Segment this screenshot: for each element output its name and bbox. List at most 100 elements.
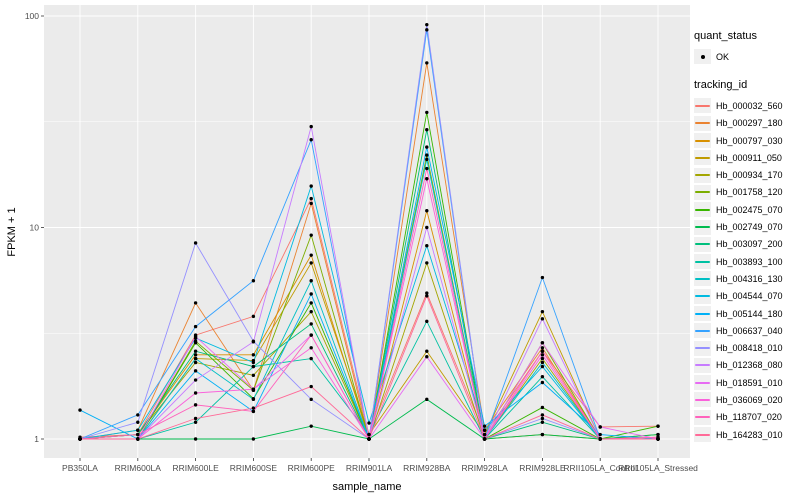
line-swatch-icon — [694, 133, 711, 149]
data-point — [251, 279, 256, 283]
line-swatch-icon — [694, 184, 711, 200]
legend-item-label: Hb_002475_070 — [716, 204, 783, 215]
data-point — [193, 334, 198, 339]
data-point — [251, 406, 256, 410]
data-point — [425, 110, 429, 115]
data-point — [425, 319, 429, 324]
legend-item-Hb_001758_120: Hb_001758_120 — [694, 184, 800, 201]
data-point — [193, 369, 198, 373]
legend-item-label: Hb_000032_560 — [716, 100, 783, 111]
data-point — [251, 364, 256, 369]
data-point — [425, 166, 429, 171]
data-point — [425, 225, 429, 230]
legend-item-Hb_012368_080: Hb_012368_080 — [694, 357, 800, 374]
data-point — [251, 340, 256, 344]
data-point — [193, 324, 198, 329]
data-point — [309, 322, 313, 326]
data-point — [425, 157, 429, 162]
data-point — [309, 184, 313, 188]
data-point — [425, 294, 429, 298]
line-swatch-icon — [694, 306, 711, 321]
data-point — [136, 428, 140, 432]
line-swatch-icon — [694, 288, 711, 304]
legend-item-label: Hb_036069_020 — [716, 394, 783, 405]
line-swatch-icon — [694, 202, 711, 218]
data-point — [540, 341, 545, 345]
data-point — [598, 425, 602, 429]
legend-item-Hb_000934_170: Hb_000934_170 — [694, 166, 800, 183]
x-tick-label: RRIM600LE — [172, 463, 219, 473]
data-point — [193, 241, 198, 245]
x-tick-label: RRIM600PE — [288, 463, 336, 473]
data-point — [309, 138, 313, 142]
data-point — [251, 353, 256, 357]
data-point — [309, 124, 313, 129]
data-point — [193, 341, 198, 345]
data-point — [367, 437, 371, 441]
line-swatch-icon — [694, 392, 711, 408]
data-point — [540, 432, 545, 437]
legend-item-label: Hb_118707_020 — [716, 412, 782, 423]
data-point — [309, 196, 313, 201]
data-point — [598, 432, 602, 437]
data-point — [656, 432, 660, 437]
data-point — [136, 420, 140, 424]
data-point — [136, 413, 140, 417]
data-point — [540, 309, 545, 314]
data-point — [193, 420, 198, 424]
legend: quant_status OK tracking_id Hb_000032_56… — [694, 30, 800, 457]
legend-item-label: Hb_012368_080 — [716, 360, 783, 371]
legend-item-Hb_003893_100: Hb_003893_100 — [694, 253, 800, 270]
data-point — [309, 261, 313, 265]
data-point — [136, 437, 140, 441]
legend-item-Hb_000797_030: Hb_000797_030 — [694, 132, 800, 149]
data-point — [309, 397, 313, 402]
legend-item-Hb_000032_560: Hb_000032_560 — [694, 97, 800, 114]
panel-background — [44, 5, 690, 458]
data-point — [309, 356, 313, 361]
legend-item-Hb_002475_070: Hb_002475_070 — [694, 201, 800, 218]
legend-item-Hb_002749_070: Hb_002749_070 — [694, 218, 800, 235]
y-axis-title: FPKM + 1 — [6, 207, 18, 256]
data-point — [251, 314, 256, 319]
data-point — [540, 356, 545, 361]
line-swatch-icon — [694, 236, 711, 252]
legend-tracking-items: Hb_000032_560 Hb_000297_180 Hb_000797_030 H… — [694, 97, 800, 443]
data-point — [251, 360, 256, 365]
data-point — [193, 356, 198, 361]
line-swatch-icon — [694, 323, 711, 339]
data-point — [540, 405, 545, 410]
data-point — [425, 244, 429, 248]
x-tick-label: RRIM600LA — [115, 463, 162, 473]
data-point — [540, 364, 545, 369]
data-point — [482, 424, 487, 428]
data-point — [540, 317, 545, 321]
data-point — [193, 391, 198, 395]
data-point — [598, 437, 602, 441]
legend-item-label: Hb_006637_040 — [716, 325, 783, 336]
x-tick-label: PB350LA — [62, 463, 98, 473]
line-swatch-icon — [694, 219, 711, 235]
legend-item-Hb_000911_050: Hb_000911_050 — [694, 149, 800, 166]
legend-item-Hb_005144_180: Hb_005144_180 — [694, 305, 800, 322]
data-point — [425, 349, 429, 353]
legend-item-Hb_036069_020: Hb_036069_020 — [694, 391, 800, 408]
data-point — [78, 408, 82, 412]
data-point — [425, 261, 429, 265]
y-tick-label: 10 — [30, 223, 40, 233]
x-tick-label: RRIM928LE — [519, 463, 566, 473]
legend-item-label: Hb_004544_070 — [716, 291, 783, 302]
data-point — [425, 28, 429, 32]
legend-item-Hb_000297_180: Hb_000297_180 — [694, 115, 800, 132]
data-point — [425, 291, 429, 295]
legend-item-Hb_003097_200: Hb_003097_200 — [694, 236, 800, 253]
data-point — [425, 145, 429, 149]
data-point — [425, 354, 429, 359]
data-point — [656, 424, 660, 428]
legend-item-Hb_118707_020: Hb_118707_020 — [694, 409, 800, 426]
line-swatch-icon — [694, 409, 711, 425]
legend-title-tracking-id: tracking_id — [694, 79, 748, 92]
data-point — [251, 397, 256, 402]
data-point — [425, 61, 429, 65]
